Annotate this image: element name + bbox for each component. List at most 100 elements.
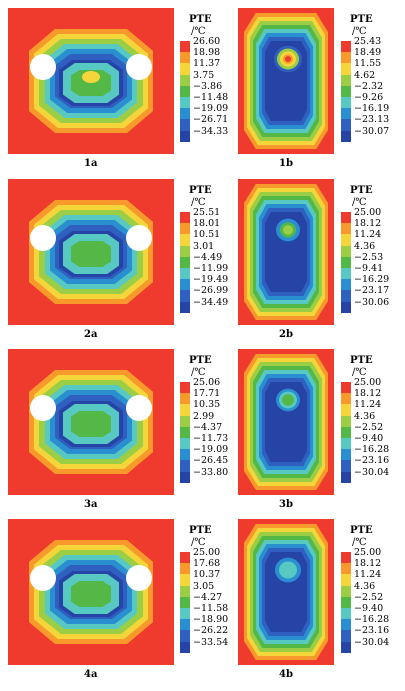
panel-caption-3a: 3a <box>84 499 98 510</box>
contour-plot-3b <box>238 349 334 495</box>
legend-level-label: 3.05 <box>193 580 215 592</box>
legend-level-label: 26.60 <box>193 36 221 47</box>
legend-swatch <box>341 608 351 620</box>
legend-swatch <box>341 460 351 472</box>
legend-level-label: −26.71 <box>193 114 229 126</box>
core-region <box>279 561 297 579</box>
legend-swatch <box>341 97 351 109</box>
legend-swatch <box>180 404 190 416</box>
legend-level-label: −16.19 <box>354 103 390 115</box>
legend-level-label: 11.24 <box>354 399 382 411</box>
legend-title: PTE <box>189 14 212 25</box>
legend-unit: /℃ <box>191 197 206 208</box>
legend-level-label: −3.86 <box>193 80 223 92</box>
legend-swatch <box>341 449 351 461</box>
legend-swatch <box>180 245 190 258</box>
legend-swatch <box>341 301 351 314</box>
right-hole <box>126 54 152 80</box>
legend-level-label: −19.49 <box>193 274 229 286</box>
legend-level-label: −9.26 <box>354 92 384 103</box>
panel-caption-2a: 2a <box>84 329 98 340</box>
left-hole <box>30 565 56 591</box>
legend-swatch <box>180 279 190 291</box>
legend-level-label: −23.17 <box>354 285 390 297</box>
contour-plot-1a <box>8 8 174 154</box>
legend-level-label: 18.01 <box>193 218 221 230</box>
legend-level-label: −16.28 <box>354 444 390 456</box>
legend-swatch <box>341 471 351 484</box>
right-hole <box>126 225 152 251</box>
legend-level-label: 4.62 <box>354 69 376 81</box>
legend-level-label: −26.45 <box>193 455 229 467</box>
left-hole <box>30 395 56 421</box>
legend-level-label: 4.36 <box>354 410 376 422</box>
legend-unit: /℃ <box>191 26 206 37</box>
legend-unit: /℃ <box>191 367 206 378</box>
legend-level-label: −19.09 <box>193 103 229 115</box>
legend-swatch <box>180 438 190 450</box>
legend-level-label: 2.99 <box>193 410 215 422</box>
core-region <box>283 225 293 235</box>
legend-level-label: 18.98 <box>193 47 221 59</box>
contour-plot-2b <box>238 179 334 325</box>
contour-plot-2a <box>8 179 174 325</box>
hot-spot <box>82 71 100 83</box>
legend-swatch <box>341 574 351 586</box>
legend-level-label: 25.00 <box>354 547 382 558</box>
legend-swatch <box>180 619 190 631</box>
legend-title: PTE <box>350 185 373 196</box>
legend-level-label: −2.32 <box>354 80 384 92</box>
legend-level-label: −11.58 <box>193 603 229 614</box>
legend-level-label: −23.13 <box>354 114 390 126</box>
legend-level-label: −16.29 <box>354 274 390 286</box>
legend-title: PTE <box>189 355 212 366</box>
legend-swatch <box>180 608 190 620</box>
legend-swatch <box>180 382 190 394</box>
legend-level-label: 11.55 <box>354 58 382 70</box>
legend-swatch <box>180 393 190 405</box>
legend-swatch <box>341 393 351 405</box>
contour-plot-4b <box>238 519 334 665</box>
legend-swatch <box>341 630 351 642</box>
legend-swatch <box>341 596 351 609</box>
legend-swatch <box>180 574 190 586</box>
legend-level-label: 18.49 <box>354 47 382 59</box>
legend-level-label: −9.40 <box>354 603 384 614</box>
left-hole <box>30 225 56 251</box>
legend-swatch <box>341 382 351 394</box>
legend-level-label: 11.24 <box>354 229 382 241</box>
legend-unit: /℃ <box>352 197 367 208</box>
legend-swatch <box>341 63 351 75</box>
right-hole <box>126 565 152 591</box>
legend-level-label: 10.37 <box>193 569 221 581</box>
legend-level-label: −30.07 <box>354 125 390 137</box>
legend-level-label: 18.12 <box>354 388 382 400</box>
panel-caption-2b: 2b <box>279 329 293 340</box>
hot-spot <box>82 582 100 594</box>
legend-unit: /℃ <box>352 537 367 548</box>
legend-swatch <box>341 426 351 439</box>
contour-plot-1b <box>238 8 334 154</box>
legend-swatch <box>341 212 351 224</box>
legend-level-label: −2.52 <box>354 421 384 433</box>
legend-swatch <box>341 552 351 564</box>
legend-level-label: 10.35 <box>193 399 221 411</box>
legend-swatch <box>180 108 190 120</box>
legend-level-label: 25.51 <box>193 207 221 218</box>
legend-level-label: −2.53 <box>354 251 384 263</box>
legend-swatch <box>180 52 190 64</box>
legend-unit: /℃ <box>352 26 367 37</box>
legend-level-label: 17.71 <box>193 388 221 400</box>
legend-level-label: 18.12 <box>354 218 382 230</box>
legend-swatch <box>341 74 351 87</box>
legend-swatch <box>341 438 351 450</box>
legend-level-label: −16.28 <box>354 614 390 626</box>
legend-level-label: −18.90 <box>193 614 229 626</box>
legend-swatch <box>180 301 190 314</box>
legend-unit: /℃ <box>191 537 206 548</box>
legend-swatch <box>341 245 351 258</box>
contour-plot-4a <box>8 519 174 665</box>
legend-swatch <box>341 85 351 98</box>
legend-level-label: −4.37 <box>193 421 223 433</box>
legend-swatch <box>180 596 190 609</box>
